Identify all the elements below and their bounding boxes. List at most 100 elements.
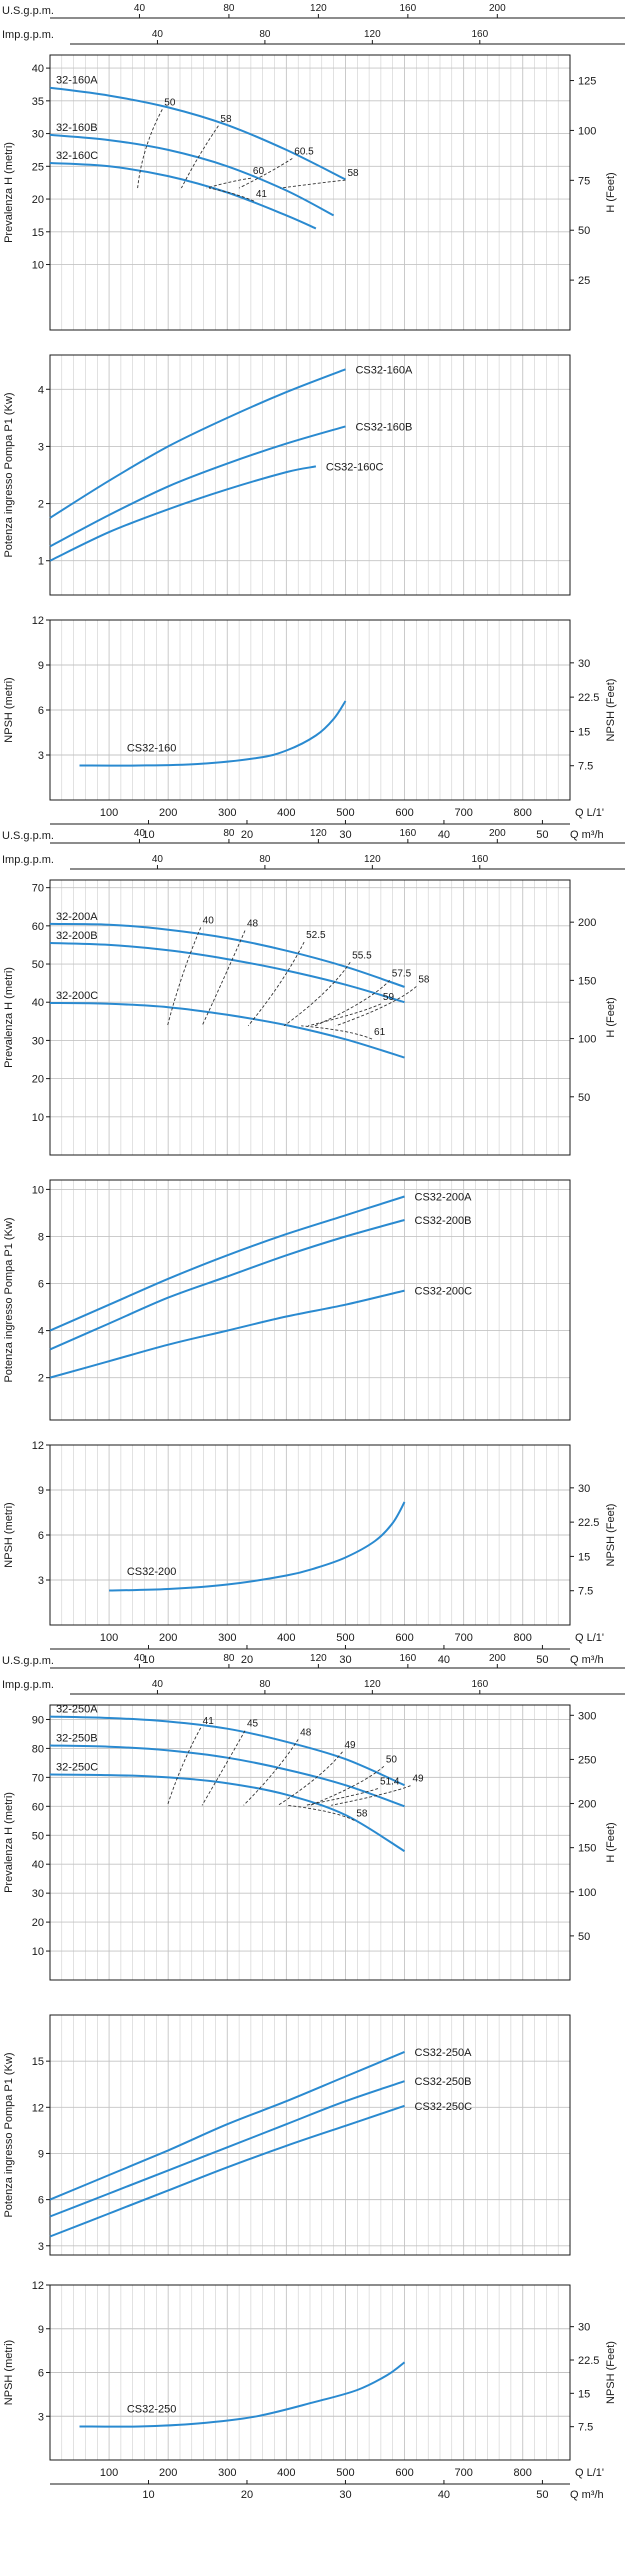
usgpm-tick-label: 40 xyxy=(134,1653,146,1664)
y-tick-label: 6 xyxy=(38,1279,44,1291)
y-tick-label: 4 xyxy=(38,1326,44,1338)
y-tick-label: 70 xyxy=(32,1772,44,1784)
q-m3h-tick-label: 30 xyxy=(339,1654,351,1666)
y-tick-label: 60 xyxy=(32,921,44,933)
series-line-cs32-250c xyxy=(49,2104,405,2238)
y-tick-label: 6 xyxy=(38,2368,44,2380)
series-line-32-250b xyxy=(49,1744,405,1808)
efficiency-label: 41 xyxy=(203,1716,215,1727)
q-ls-tick-label: 700 xyxy=(454,1632,472,1644)
series-line-32-250c xyxy=(49,1773,406,1853)
qh-panel: 10 15 20 25 30 35 40 Prevalenza H (metri) 25 50 75… xyxy=(3,54,617,331)
usgpm-label: U.S.g.p.m. xyxy=(2,830,54,842)
usgpm-tick-label: 200 xyxy=(489,3,506,14)
y-tick-label: 4 xyxy=(38,384,44,396)
efficiency-label: 50 xyxy=(386,1754,398,1765)
usgpm-tick-label: 200 xyxy=(489,828,506,839)
efficiency-line xyxy=(307,1003,382,1027)
series-line-32-160c xyxy=(49,162,317,230)
series-line-cs32-250a xyxy=(49,2050,405,2201)
y-tick-label: 1 xyxy=(38,556,44,568)
y-tick-label: 10 xyxy=(32,1946,44,1958)
series-line-cs32-250b xyxy=(49,2080,405,2218)
q-m3h-tick-label: 10 xyxy=(142,2489,154,2501)
q-ls-tick-label: 700 xyxy=(454,2467,472,2479)
y2-tick-label: 100 xyxy=(578,125,596,137)
q-ls-tick-label: 600 xyxy=(395,807,413,819)
efficiency-label: 51.4 xyxy=(380,1777,400,1788)
y-tick-label: 6 xyxy=(38,1530,44,1542)
y-tick-label: 60 xyxy=(32,1801,44,1813)
usgpm-label: U.S.g.p.m. xyxy=(2,5,54,17)
efficiency-line xyxy=(208,187,255,202)
q-ls-tick-label: 100 xyxy=(100,807,118,819)
series-line-32-200c xyxy=(49,1002,405,1059)
y-axis-label: NPSH (metri) xyxy=(3,1502,15,1567)
series-label: CS32-200B xyxy=(415,1215,472,1227)
series-line-32-200b xyxy=(49,942,405,1004)
efficiency-label: 45 xyxy=(247,1719,259,1730)
series-label: 32-160B xyxy=(56,122,98,134)
y-tick-label: 9 xyxy=(38,660,44,672)
q-m3h-tick-label: 20 xyxy=(241,829,253,841)
chart-family-cs32-250: U.S.g.p.m. 40 80 120 160 200 Imp.g.p.m. 40 80 120… xyxy=(2,1653,625,2501)
impgpm-tick-label: 40 xyxy=(152,1679,164,1690)
efficiency-line xyxy=(310,1765,385,1806)
efficiency-line xyxy=(201,930,246,1026)
efficiency-line xyxy=(314,979,391,1027)
usgpm-tick-label: 80 xyxy=(223,828,235,839)
y-tick-label: 9 xyxy=(38,1485,44,1497)
efficiency-label: 52.5 xyxy=(306,930,326,941)
plot-frame xyxy=(49,354,571,596)
impgpm-tick-label: 80 xyxy=(259,1679,271,1690)
impgpm-tick-label: 40 xyxy=(152,29,164,40)
impgpm-tick-label: 160 xyxy=(471,1679,488,1690)
usgpm-tick-label: 160 xyxy=(400,1653,417,1664)
y2-tick-label: 150 xyxy=(578,1843,596,1855)
y-tick-label: 3 xyxy=(38,2241,44,2253)
y-axis-label: Prevalenza H (metri) xyxy=(3,967,15,1068)
power-panel: 1 2 3 4 Potenza ingresso Pompa P1 (Kw) CS32-1… xyxy=(3,354,571,596)
q-ls-tick-label: 100 xyxy=(100,2467,118,2479)
efficiency-line xyxy=(287,1804,355,1821)
q-ls-tick-label: 500 xyxy=(336,1632,354,1644)
series-line-cs32-200a xyxy=(49,1195,405,1332)
y-tick-label: 20 xyxy=(32,1074,44,1086)
y2-tick-label: 22.5 xyxy=(578,1517,599,1529)
efficiency-line xyxy=(331,1785,411,1806)
efficiency-label: 59 xyxy=(383,992,395,1003)
y2-tick-label: 22.5 xyxy=(578,692,599,704)
series-label: CS32-160C xyxy=(326,461,384,473)
series-label: 32-250A xyxy=(56,1704,98,1716)
usgpm-tick-label: 120 xyxy=(310,828,327,839)
impgpm-label: Imp.g.p.m. xyxy=(2,1679,54,1691)
y-tick-label: 8 xyxy=(38,1231,44,1243)
q-ls-tick-label: 800 xyxy=(514,1632,532,1644)
q-m3h-tick-label: 10 xyxy=(142,1654,154,1666)
usgpm-tick-label: 80 xyxy=(223,3,235,14)
q-m3h-tick-label: 50 xyxy=(536,829,548,841)
y2-tick-label: 300 xyxy=(578,1710,596,1722)
q-m3h-tick-label: 40 xyxy=(438,1654,450,1666)
series-label: CS32-250B xyxy=(415,2076,472,2088)
series-label: CS32-250C xyxy=(415,2101,473,2113)
q-m3h-tick-label: 30 xyxy=(339,2489,351,2501)
impgpm-tick-label: 80 xyxy=(259,854,271,865)
series-line-cs32-200b xyxy=(49,1219,405,1351)
series-line-cs32-200 xyxy=(109,1501,406,1592)
efficiency-label: 57.5 xyxy=(392,968,412,979)
series-label: CS32-200A xyxy=(415,1191,473,1203)
y-tick-label: 3 xyxy=(38,750,44,762)
y-tick-label: 30 xyxy=(32,1035,44,1047)
q-ls-tick-label: 400 xyxy=(277,2467,295,2479)
series-label: 32-200B xyxy=(56,930,98,942)
y-tick-label: 3 xyxy=(38,441,44,453)
usgpm-label: U.S.g.p.m. xyxy=(2,1655,54,1667)
impgpm-label: Imp.g.p.m. xyxy=(2,29,54,41)
efficiency-line xyxy=(137,109,163,189)
y2-tick-label: 30 xyxy=(578,658,590,670)
q-ls-tick-label: 600 xyxy=(395,1632,413,1644)
y-tick-label: 3 xyxy=(38,1575,44,1587)
efficiency-line xyxy=(201,1730,246,1806)
